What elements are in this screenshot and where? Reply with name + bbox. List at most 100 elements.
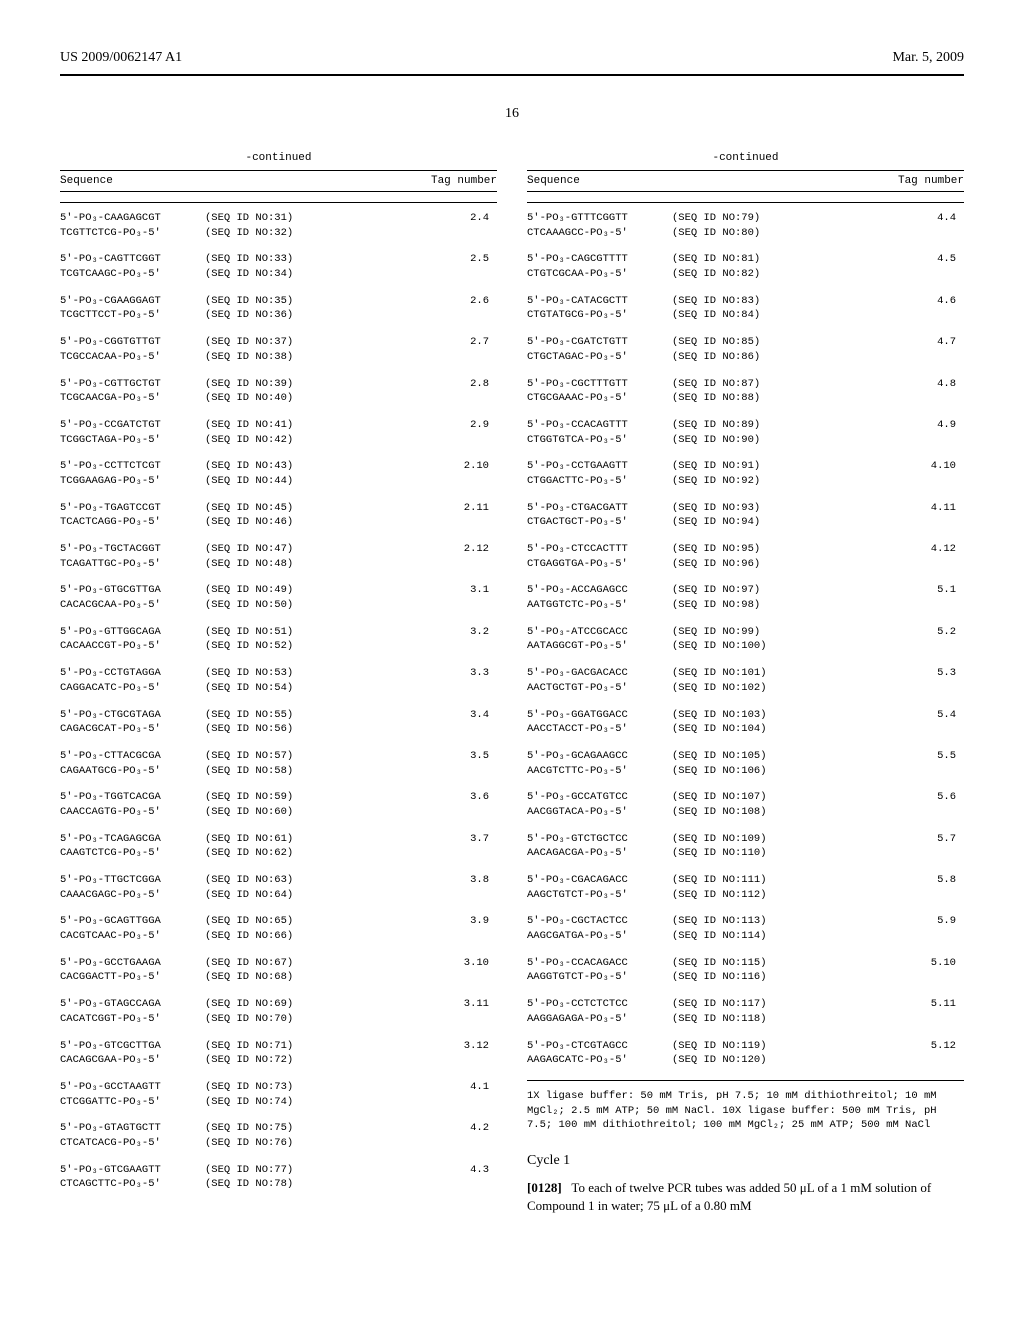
sequence-line-2: AACAGACGA-PO₃-5' [527, 846, 672, 861]
publication-date: Mar. 5, 2009 [892, 50, 964, 66]
seq-id-2: (SEQ ID NO:32) [205, 226, 335, 241]
sequence-entry: 5'-PO₃-CCTCTCTCC(SEQ ID NO:117)5.11AAGGA… [527, 997, 964, 1026]
sequence-line-2: AATAGGCGT-PO₃-5' [527, 639, 672, 654]
sequence-line-2: CTGTATGCG-PO₃-5' [527, 308, 672, 323]
seq-id-1: (SEQ ID NO:89) [672, 418, 802, 433]
sequence-entry: 5'-PO₃-GGATGGACC(SEQ ID NO:103)5.4AACCTA… [527, 708, 964, 737]
buffer-note: 1X ligase buffer: 50 mM Tris, pH 7.5; 10… [527, 1089, 964, 1133]
sequence-entry: 5'-PO₃-CGCTACTCC(SEQ ID NO:113)5.9AAGCGA… [527, 914, 964, 943]
sequence-entry: 5'-PO₃-CCGATCTGT(SEQ ID NO:41)2.9TCGGCTA… [60, 418, 497, 447]
seq-id-1: (SEQ ID NO:39) [205, 377, 335, 392]
sequence-line-2: CACAGCGAA-PO₃-5' [60, 1053, 205, 1068]
seq-id-1: (SEQ ID NO:83) [672, 294, 802, 309]
tag-number: 5.5 [802, 749, 964, 764]
sequence-line-1: 5'-PO₃-CGATCTGTT [527, 335, 672, 350]
tag-number: 3.11 [335, 997, 497, 1012]
sequence-line-1: 5'-PO₃-GCCATGTCC [527, 790, 672, 805]
seq-id-2: (SEQ ID NO:100) [672, 639, 802, 654]
sequence-line-2: TCGTCAAGC-PO₃-5' [60, 267, 205, 282]
sequence-line-2: CAGACGCAT-PO₃-5' [60, 722, 205, 737]
right-column: -continued Sequence Tag number 5'-PO₃-GT… [527, 152, 964, 1215]
sequence-line-2: CAAGTCTCG-PO₃-5' [60, 846, 205, 861]
seq-id-2: (SEQ ID NO:80) [672, 226, 802, 241]
seq-id-1: (SEQ ID NO:91) [672, 459, 802, 474]
tag-number: 5.4 [802, 708, 964, 723]
sequence-line-1: 5'-PO₃-TGCTACGGT [60, 542, 205, 557]
seq-id-1: (SEQ ID NO:87) [672, 377, 802, 392]
seq-id-1: (SEQ ID NO:113) [672, 914, 802, 929]
tag-number: 3.1 [335, 583, 497, 598]
sequence-line-2: TCAGATTGC-PO₃-5' [60, 557, 205, 572]
sequence-header: Sequence [60, 175, 397, 187]
tag-number: 5.9 [802, 914, 964, 929]
sequence-line-1: 5'-PO₃-CCTGTAGGA [60, 666, 205, 681]
seq-id-1: (SEQ ID NO:47) [205, 542, 335, 557]
sequence-line-1: 5'-PO₃-GACGACACC [527, 666, 672, 681]
sequence-line-2: CACATCGGT-PO₃-5' [60, 1012, 205, 1027]
sequence-line-2: AAGAGCATC-PO₃-5' [527, 1053, 672, 1068]
sequence-line-2: CAGGACATC-PO₃-5' [60, 681, 205, 696]
table-header-right: Sequence Tag number [527, 170, 964, 192]
tag-number: 5.11 [802, 997, 964, 1012]
sequence-entry: 5'-PO₃-GTGCGTTGA(SEQ ID NO:49)3.1CACACGC… [60, 583, 497, 612]
sequence-line-2: CTGGTGTCA-PO₃-5' [527, 433, 672, 448]
tag-number: 5.10 [802, 956, 964, 971]
seq-id-1: (SEQ ID NO:45) [205, 501, 335, 516]
sequence-line-2: CTCAAAGCC-PO₃-5' [527, 226, 672, 241]
seq-id-2: (SEQ ID NO:82) [672, 267, 802, 282]
seq-id-1: (SEQ ID NO:35) [205, 294, 335, 309]
sequence-entry: 5'-PO₃-CGAAGGAGT(SEQ ID NO:35)2.6TCGCTTC… [60, 294, 497, 323]
sequence-line-2: AAGCTGTCT-PO₃-5' [527, 888, 672, 903]
seq-id-1: (SEQ ID NO:75) [205, 1121, 335, 1136]
seq-id-2: (SEQ ID NO:96) [672, 557, 802, 572]
sequence-line-1: 5'-PO₃-GCAGTTGGA [60, 914, 205, 929]
seq-id-1: (SEQ ID NO:119) [672, 1039, 802, 1054]
sequence-line-1: 5'-PO₃-GCCTAAGTT [60, 1080, 205, 1095]
sequence-line-2: CACACGCAA-PO₃-5' [60, 598, 205, 613]
seq-id-1: (SEQ ID NO:79) [672, 211, 802, 226]
sequence-line-2: AAGGAGAGA-PO₃-5' [527, 1012, 672, 1027]
seq-id-1: (SEQ ID NO:105) [672, 749, 802, 764]
sequence-entry: 5'-PO₃-GTCGCTTGA(SEQ ID NO:71)3.12CACAGC… [60, 1039, 497, 1068]
header-underline-right [527, 202, 964, 203]
tag-number: 4.10 [802, 459, 964, 474]
cycle-heading: Cycle 1 [527, 1153, 964, 1169]
seq-id-1: (SEQ ID NO:109) [672, 832, 802, 847]
seq-id-1: (SEQ ID NO:101) [672, 666, 802, 681]
tag-number: 4.9 [802, 418, 964, 433]
sequence-entry: 5'-PO₃-GCCATGTCC(SEQ ID NO:107)5.6AACGGT… [527, 790, 964, 819]
tag-number: 5.1 [802, 583, 964, 598]
tag-number: 5.12 [802, 1039, 964, 1054]
sequence-entry: 5'-PO₃-ACCAGAGCC(SEQ ID NO:97)5.1AATGGTC… [527, 583, 964, 612]
seq-id-2: (SEQ ID NO:62) [205, 846, 335, 861]
seq-id-2: (SEQ ID NO:60) [205, 805, 335, 820]
sequence-line-2: AACGGTACA-PO₃-5' [527, 805, 672, 820]
table-end-divider [527, 1080, 964, 1081]
header-divider [60, 74, 964, 76]
sequence-line-1: 5'-PO₃-CCTGAAGTT [527, 459, 672, 474]
tag-number: 4.8 [802, 377, 964, 392]
seq-id-1: (SEQ ID NO:49) [205, 583, 335, 598]
tag-header: Tag number [864, 175, 964, 187]
tag-number: 5.3 [802, 666, 964, 681]
sequence-line-2: CTGCTAGAC-PO₃-5' [527, 350, 672, 365]
seq-id-1: (SEQ ID NO:31) [205, 211, 335, 226]
sequence-entry: 5'-PO₃-GTCTGCTCC(SEQ ID NO:109)5.7AACAGA… [527, 832, 964, 861]
seq-id-2: (SEQ ID NO:90) [672, 433, 802, 448]
sequence-line-1: 5'-PO₃-CCTTCTCGT [60, 459, 205, 474]
sequence-header: Sequence [527, 175, 864, 187]
sequence-line-1: 5'-PO₃-CGACAGACC [527, 873, 672, 888]
sequence-line-2: AAGGTGTCT-PO₃-5' [527, 970, 672, 985]
sequence-entry: 5'-PO₃-CTTACGCGA(SEQ ID NO:57)3.5CAGAATG… [60, 749, 497, 778]
sequence-line-2: AAGCGATGA-PO₃-5' [527, 929, 672, 944]
tag-number: 3.12 [335, 1039, 497, 1054]
sequence-line-1: 5'-PO₃-CGTTGCTGT [60, 377, 205, 392]
sequence-line-1: 5'-PO₃-CAAGAGCGT [60, 211, 205, 226]
sequence-entry: 5'-PO₃-CTCCACTTT(SEQ ID NO:95)4.12CTGAGG… [527, 542, 964, 571]
sequence-entry: 5'-PO₃-GCCTGAAGA(SEQ ID NO:67)3.10CACGGA… [60, 956, 497, 985]
tag-number: 2.10 [335, 459, 497, 474]
tag-number: 4.7 [802, 335, 964, 350]
seq-id-1: (SEQ ID NO:85) [672, 335, 802, 350]
tag-number: 3.9 [335, 914, 497, 929]
sequence-entry: 5'-PO₃-CTCGTAGCC(SEQ ID NO:119)5.12AAGAG… [527, 1039, 964, 1068]
